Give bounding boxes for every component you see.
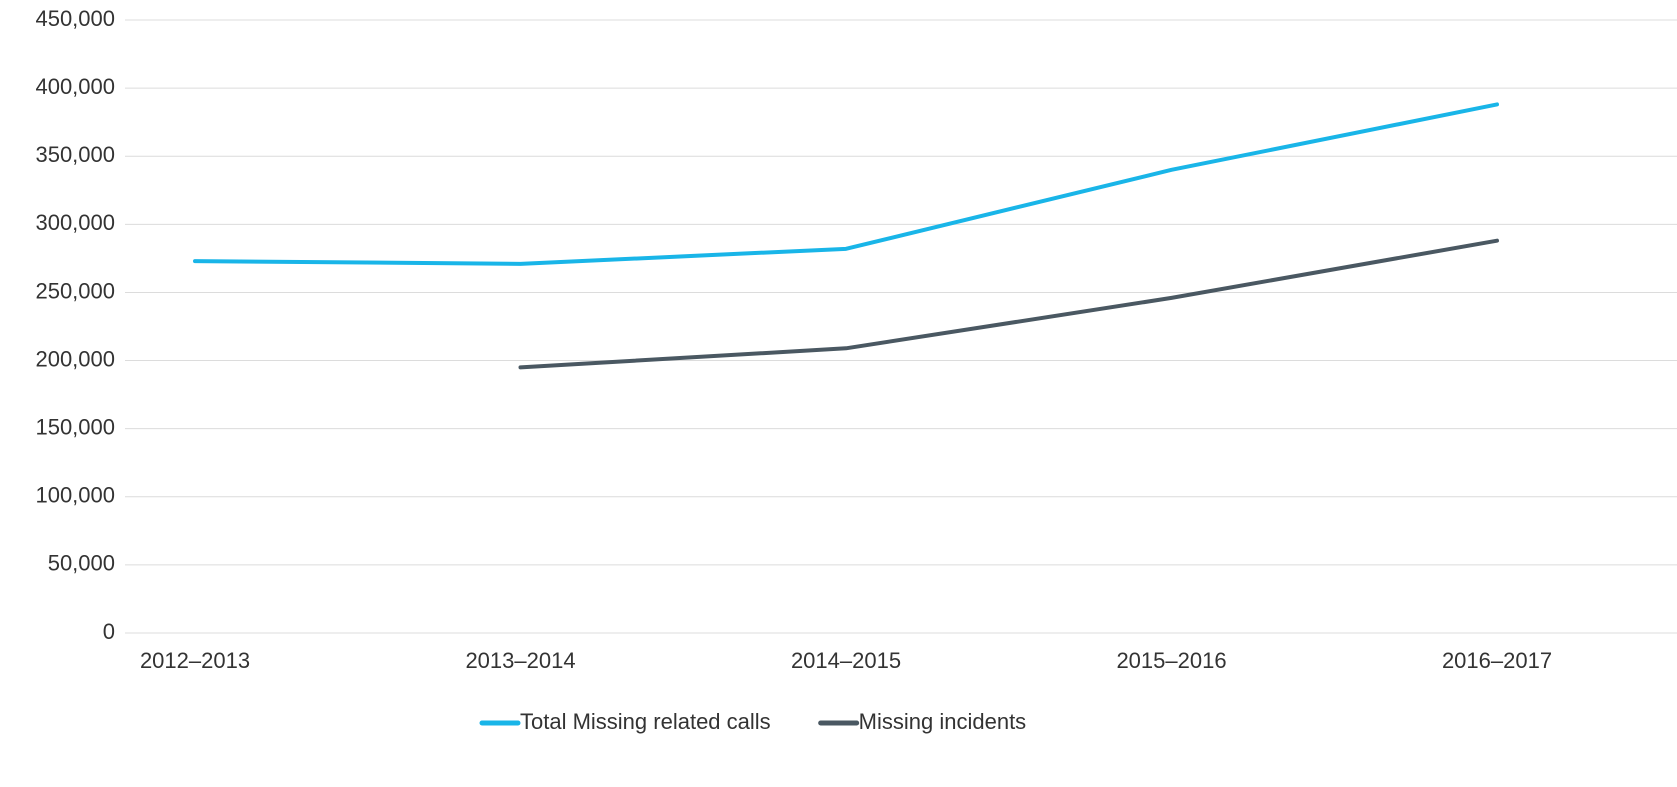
y-tick-label: 450,000 <box>35 6 115 31</box>
x-tick-label: 2015–2016 <box>1116 648 1226 673</box>
legend-label: Total Missing related calls <box>520 709 771 734</box>
legend-label: Missing incidents <box>859 709 1027 734</box>
y-tick-label: 150,000 <box>35 414 115 439</box>
y-tick-label: 400,000 <box>35 74 115 99</box>
y-tick-label: 0 <box>103 619 115 644</box>
y-tick-label: 200,000 <box>35 346 115 371</box>
y-tick-label: 300,000 <box>35 210 115 235</box>
y-tick-label: 250,000 <box>35 278 115 303</box>
x-tick-label: 2014–2015 <box>791 648 901 673</box>
y-tick-label: 50,000 <box>48 551 115 576</box>
x-tick-label: 2013–2014 <box>465 648 575 673</box>
y-tick-label: 350,000 <box>35 142 115 167</box>
y-tick-label: 100,000 <box>35 483 115 508</box>
x-tick-label: 2012–2013 <box>140 648 250 673</box>
series-line <box>193 102 1499 266</box>
series-line <box>518 238 1499 370</box>
x-tick-label: 2016–2017 <box>1442 648 1552 673</box>
